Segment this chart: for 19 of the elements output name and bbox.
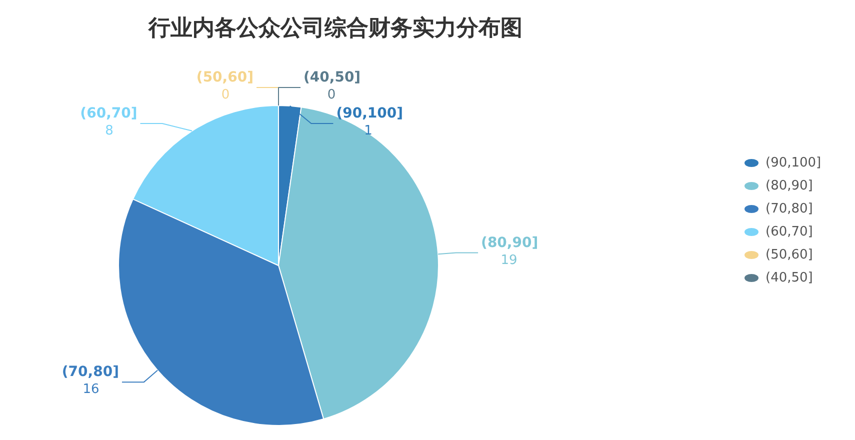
data-label: 16 — [82, 382, 100, 398]
category-label: (90,100] — [766, 156, 822, 170]
slice-label: (60,70] — [80, 106, 138, 122]
data-label: 8 — [105, 124, 114, 138]
legend-label: (90,100] — [336, 106, 404, 122]
slice-label: (70,80] — [62, 364, 119, 380]
category-label: (50,60] — [196, 70, 254, 86]
text: 0 — [327, 88, 336, 102]
chart-title: 行业内各公众公司综合财务实力分布图 — [148, 15, 522, 41]
data-label: 19 — [500, 252, 518, 268]
legend-label: (40,50] — [766, 270, 813, 286]
legend-label: (60,70] — [766, 224, 813, 240]
data-label: 1 — [364, 124, 372, 138]
category-label: (40,50] — [304, 70, 361, 86]
legend-label: (50,60] — [766, 248, 813, 262]
legend-label: (80,90] — [766, 178, 813, 194]
slice-label: (80,90] — [481, 234, 538, 251]
text: 0 — [221, 88, 230, 102]
legend-label: (70,80] — [766, 202, 813, 216]
